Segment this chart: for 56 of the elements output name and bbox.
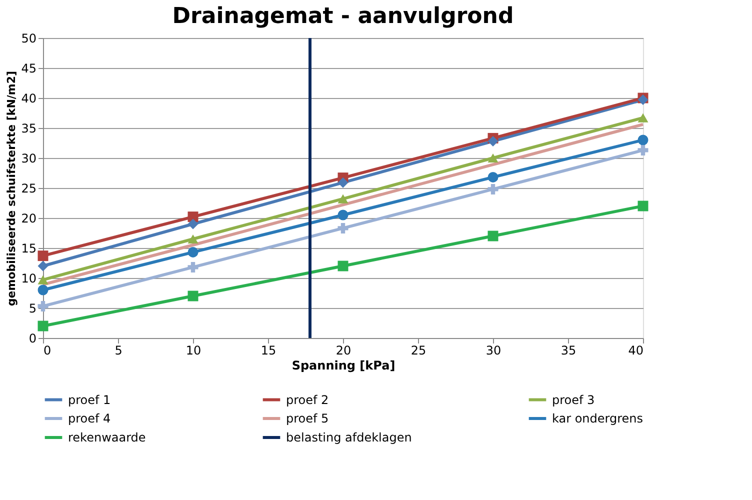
y-tick-label: 25 — [21, 182, 36, 196]
y-tick-label: 20 — [21, 212, 36, 226]
x-axis-title: Spanning [kPa] — [292, 358, 396, 372]
point — [38, 275, 48, 284]
legend-label: belasting afdeklagen — [286, 430, 412, 444]
point — [338, 222, 348, 234]
y-tick-label: 35 — [21, 122, 36, 136]
x-tick-label: 30 — [486, 344, 502, 358]
y-tick-label: 5 — [28, 302, 36, 316]
y-tick-label: 10 — [21, 272, 36, 286]
point — [638, 134, 648, 146]
point — [38, 284, 48, 296]
x-tick-label: 20 — [336, 344, 352, 358]
point — [638, 144, 648, 156]
point — [338, 177, 348, 188]
x-tick-label: 0 — [44, 344, 52, 358]
point — [638, 200, 648, 212]
point — [338, 194, 348, 204]
point — [188, 290, 198, 302]
x-tick-label: 25 — [410, 344, 426, 358]
y-tick-label: 15 — [21, 242, 36, 256]
point — [488, 184, 498, 194]
y-tick-label: 50 — [21, 32, 36, 46]
point — [188, 218, 198, 230]
point — [38, 320, 48, 332]
x-tick-label: 10 — [186, 344, 202, 358]
x-tick-label: 40 — [628, 344, 644, 358]
point — [38, 250, 48, 262]
point — [338, 260, 348, 272]
legend-label: proef 1 — [68, 392, 111, 407]
y-tick-label: 30 — [21, 152, 36, 166]
x-tick-label: 15 — [260, 344, 276, 358]
point — [638, 113, 648, 122]
point — [188, 262, 198, 272]
legend-label: proef 5 — [286, 412, 329, 426]
x-tick-label: 35 — [560, 344, 576, 358]
point — [188, 234, 198, 244]
legend-label: proef 3 — [552, 392, 595, 407]
point — [38, 260, 48, 272]
point — [188, 246, 198, 258]
legend-label: rekenwaarde — [68, 430, 146, 444]
point — [488, 172, 498, 182]
point — [338, 210, 348, 220]
point — [38, 300, 48, 312]
legend-label: kar ondergrens — [552, 412, 644, 426]
legend-label: proef 4 — [68, 412, 111, 426]
y-axis-title: gemobiliseerde schuifsterkte [kN/m2] — [5, 70, 18, 306]
point — [488, 230, 498, 242]
y-tick-label: 45 — [21, 62, 36, 76]
point — [488, 153, 498, 163]
chart-title: Drainagemat - aanvulgrond — [172, 4, 514, 29]
y-tick-label: 40 — [21, 92, 36, 106]
x-tick-label: 5 — [114, 344, 122, 358]
point — [488, 136, 498, 146]
legend-label: proef 2 — [286, 392, 329, 407]
y-tick-label: 0 — [28, 332, 36, 346]
